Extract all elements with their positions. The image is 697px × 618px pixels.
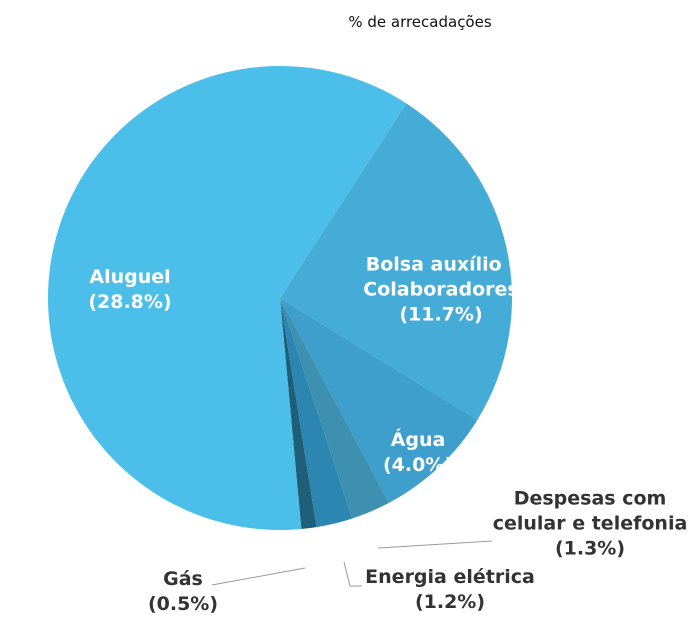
leader-line	[343, 561, 362, 587]
category-label: Energia elétrica	[365, 566, 535, 588]
category-label: Aluguel	[89, 266, 171, 288]
value-label: (4.0%)	[382, 454, 454, 476]
slice-label: Gás (0.5%)	[123, 567, 243, 617]
value-label: (11.7%)	[399, 303, 483, 326]
pie-slice	[280, 298, 478, 503]
category-label: Água	[390, 429, 446, 451]
slice-label: Despesas com celular e telefonia (1.3%)	[485, 487, 695, 562]
value-label: (1.2%)	[414, 591, 486, 613]
category-label: Gás	[163, 568, 203, 590]
chart-title: % de arrecadações	[348, 13, 492, 31]
slice-label: Bolsa auxílio - Colaboradores (11.7%)	[351, 253, 531, 328]
slice-label: Aluguel (28.8%)	[30, 265, 230, 315]
pie-slice	[280, 298, 353, 528]
value-label: (28.8%)	[88, 291, 172, 313]
category-label: Despesas com celular e telefonia	[492, 487, 688, 535]
leader-line	[211, 567, 306, 586]
slice-label: Energia elétrica (1.2%)	[350, 565, 550, 615]
value-label: (0.5%)	[147, 593, 219, 615]
slice-label: Água (4.0%)	[358, 428, 478, 478]
value-label: (1.3%)	[554, 537, 626, 560]
pie-slice	[48, 66, 407, 531]
leader-line	[377, 540, 493, 549]
pie-slice	[280, 103, 512, 420]
category-label: Bolsa auxílio - Colaboradores	[363, 253, 519, 301]
pie-slice	[280, 298, 389, 519]
pie-slice	[280, 298, 317, 530]
